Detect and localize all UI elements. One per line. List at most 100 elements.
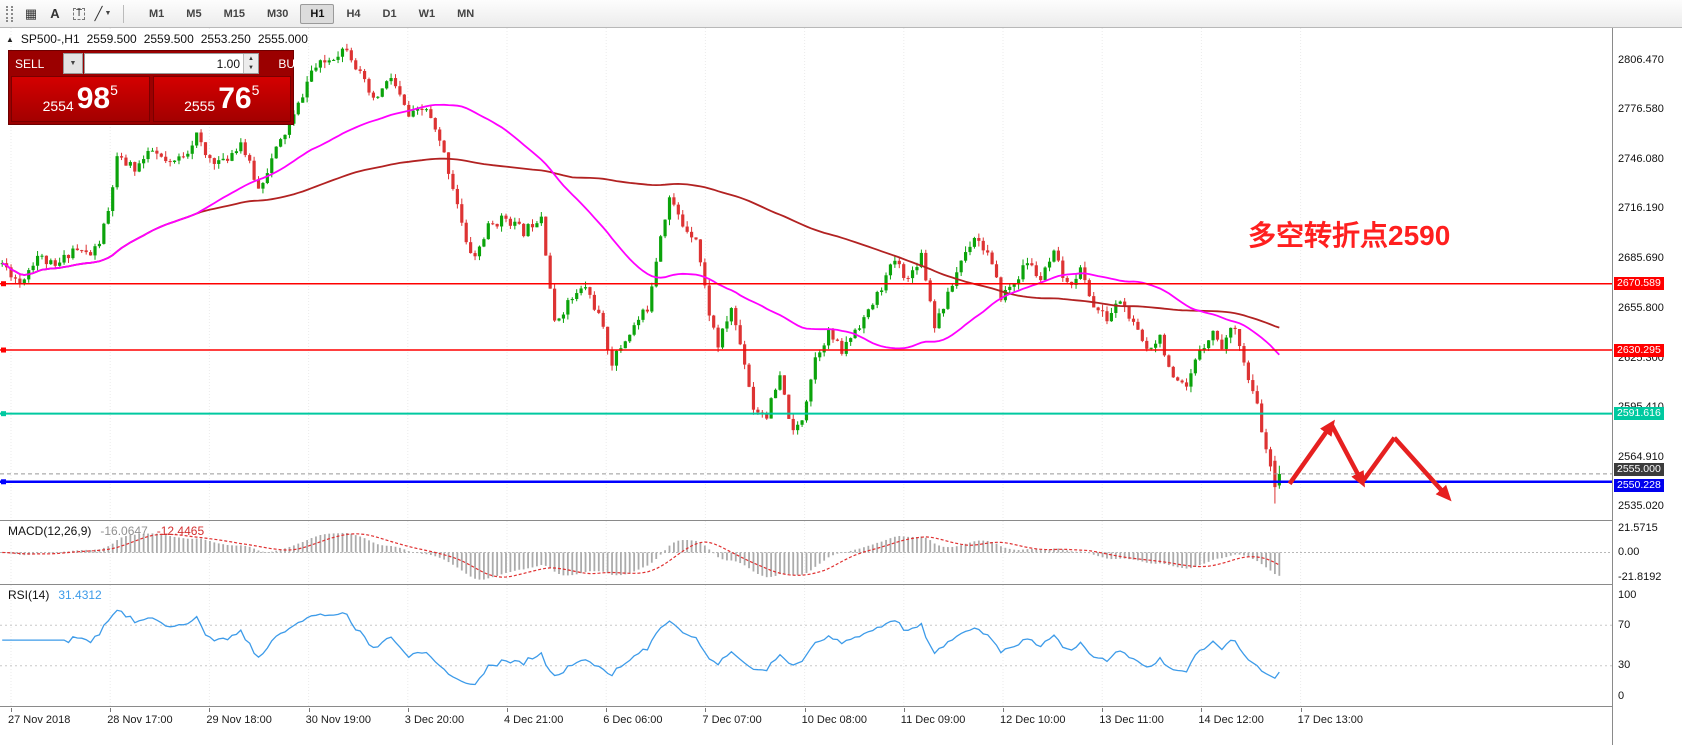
time-tick [209, 708, 211, 712]
chart-area[interactable]: 2806.470 2776.580 2746.080 2716.190 2685.690… [0, 28, 1682, 745]
line-anchor[interactable] [1, 479, 6, 485]
axis-price-label: 2776.580 [1618, 102, 1664, 115]
text-tool-button[interactable]: A [43, 3, 67, 25]
time-tick [308, 708, 310, 712]
time-axis-label: 30 Nov 19:00 [305, 714, 372, 726]
toolbar-grip[interactable] [6, 5, 13, 22]
label-tool-button[interactable]: T [67, 3, 91, 25]
time-tick [1102, 708, 1104, 712]
price-badge-2550.228: 2550.228 [1614, 479, 1664, 493]
one-click-trading-panel: SELL ▼ ▲ ▼ BUY 2554 98 5 255 [8, 50, 303, 125]
buy-price-button[interactable]: 2555 76 5 [152, 76, 291, 122]
low-value: 2553.250 [200, 32, 251, 46]
price-chart-canvas[interactable] [0, 28, 1612, 520]
timeframe-m5-button[interactable]: M5 [176, 4, 211, 24]
time-axis-label: 10 Dec 08:00 [801, 714, 868, 726]
symbol-timeframe-label: SP500-,H1 [20, 32, 80, 46]
text-label-icon: T [72, 7, 86, 20]
chart-annotation-text[interactable]: 多空转折点2590 [1248, 220, 1451, 251]
macd-signal-line [2, 533, 1280, 578]
rsi-value: 31.4312 [58, 588, 102, 602]
chart-header: ▲ SP500-,H1 2559.500 2559.500 2553.250 2… [6, 32, 308, 46]
close-value: 2555.000 [257, 32, 308, 46]
projection-arrow[interactable] [1287, 419, 1335, 486]
time-axis-label: 3 Dec 20:00 [404, 714, 465, 726]
timeframe-d1-button[interactable]: D1 [373, 4, 407, 24]
axis-price-label: 2806.470 [1618, 53, 1664, 66]
volume-input[interactable] [85, 54, 243, 73]
time-tick [705, 708, 707, 712]
time-tick [1300, 708, 1302, 712]
open-value: 2559.500 [86, 32, 137, 46]
sell-button[interactable]: SELL [11, 53, 63, 74]
macd-name: MACD(12,26,9) [8, 524, 92, 538]
time-axis-label: 12 Dec 10:00 [1000, 714, 1066, 726]
slow-ma-line[interactable] [1, 157, 1280, 329]
macd-signal-value: -12.4465 [156, 524, 205, 538]
axis-price-label: 30 [1618, 659, 1631, 672]
timeframe-button-group: M1 M5 M15 M30 H1 H4 D1 W1 MN [138, 3, 485, 24]
sell-price-main: 2554 [42, 98, 74, 114]
sell-price-button[interactable]: 2554 98 5 [11, 76, 150, 122]
projection-arrow[interactable] [1360, 436, 1397, 484]
grid-tool-button[interactable]: ▦ [19, 3, 43, 25]
axis-price-label: 0 [1618, 689, 1625, 702]
panel-divider[interactable] [0, 584, 1682, 585]
line-anchor[interactable] [1, 411, 6, 417]
fast-ma-line[interactable] [1, 103, 1280, 356]
timeframe-mn-button[interactable]: MN [447, 4, 484, 24]
buy-price-main: 2555 [184, 98, 216, 114]
time-tick [903, 708, 905, 712]
time-axis-label: 27 Nov 2018 [8, 714, 71, 726]
timeframe-m15-button[interactable]: M15 [214, 4, 255, 24]
axis-price-label: 2685.690 [1618, 252, 1664, 265]
macd-main-value: -16.0647 [100, 524, 148, 538]
sell-price-sup: 5 [110, 82, 118, 98]
time-axis-label: 4 Dec 21:00 [504, 714, 564, 726]
volume-field: ▲ ▼ [84, 53, 259, 74]
time-tick [110, 708, 112, 712]
price-badge-2670.589: 2670.589 [1614, 277, 1664, 291]
time-axis-label: 29 Nov 18:00 [206, 714, 272, 726]
volume-up-button[interactable]: ▲ [244, 54, 258, 64]
axis-price-label: 2655.800 [1618, 301, 1664, 314]
time-axis[interactable]: 27 Nov 2018 28 Nov 17:00 29 Nov 18:00 30 No… [0, 707, 1612, 745]
line-anchor[interactable] [1, 281, 6, 287]
axis-price-label: 2716.190 [1618, 202, 1664, 215]
chart-toolbar: ▦ A T ╱ ▼ M1 M5 M15 M30 H1 H4 D1 W1 MN [0, 0, 1682, 28]
timeframe-m1-button[interactable]: M1 [139, 4, 174, 24]
letter-a-icon: A [50, 6, 60, 21]
projection-arrow[interactable] [1329, 423, 1365, 488]
macd-indicator-canvas[interactable] [0, 521, 1612, 584]
one-click-collapse-icon[interactable]: ▲ [6, 34, 14, 44]
panel-divider[interactable] [0, 520, 1682, 521]
time-axis-label: 13 Dec 11:00 [1099, 714, 1164, 726]
trade-panel-top-row: SELL ▼ ▲ ▼ BUY [11, 53, 303, 74]
time-tick [1003, 708, 1004, 712]
buy-price-sup: 5 [251, 82, 260, 98]
timeframe-w1-button[interactable]: W1 [409, 4, 446, 24]
volume-dropdown[interactable]: ▼ [63, 53, 83, 74]
timeframe-h4-button[interactable]: H4 [336, 4, 370, 24]
macd-histogram [5, 532, 1281, 580]
line-anchor[interactable] [1, 347, 6, 353]
sell-price-big: 98 [76, 82, 111, 115]
timeframe-m30-button[interactable]: M30 [257, 4, 298, 24]
time-tick [407, 708, 409, 712]
axis-price-label: 0.00 [1618, 546, 1640, 558]
trendline-tool-button[interactable]: ╱ ▼ [91, 3, 115, 25]
axis-price-label: 2746.080 [1618, 153, 1664, 165]
volume-down-button[interactable]: ▼ [244, 63, 258, 73]
buy-price-big: 76 [218, 82, 252, 115]
price-badge-2630.295: 2630.295 [1614, 343, 1664, 357]
trade-panel-prices: 2554 98 5 2555 76 5 [11, 76, 291, 122]
rsi-indicator-canvas[interactable] [0, 585, 1612, 706]
panel-divider[interactable] [0, 706, 1682, 707]
buy-button[interactable]: BUY [259, 53, 307, 74]
timeframe-h1-button[interactable]: H1 [300, 3, 335, 24]
price-scale[interactable]: 2806.470 2776.580 2746.080 2716.190 2685.690… [1612, 28, 1682, 745]
high-value: 2559.500 [143, 32, 194, 46]
projection-arrow[interactable] [1392, 436, 1452, 502]
time-tick [1201, 708, 1203, 712]
